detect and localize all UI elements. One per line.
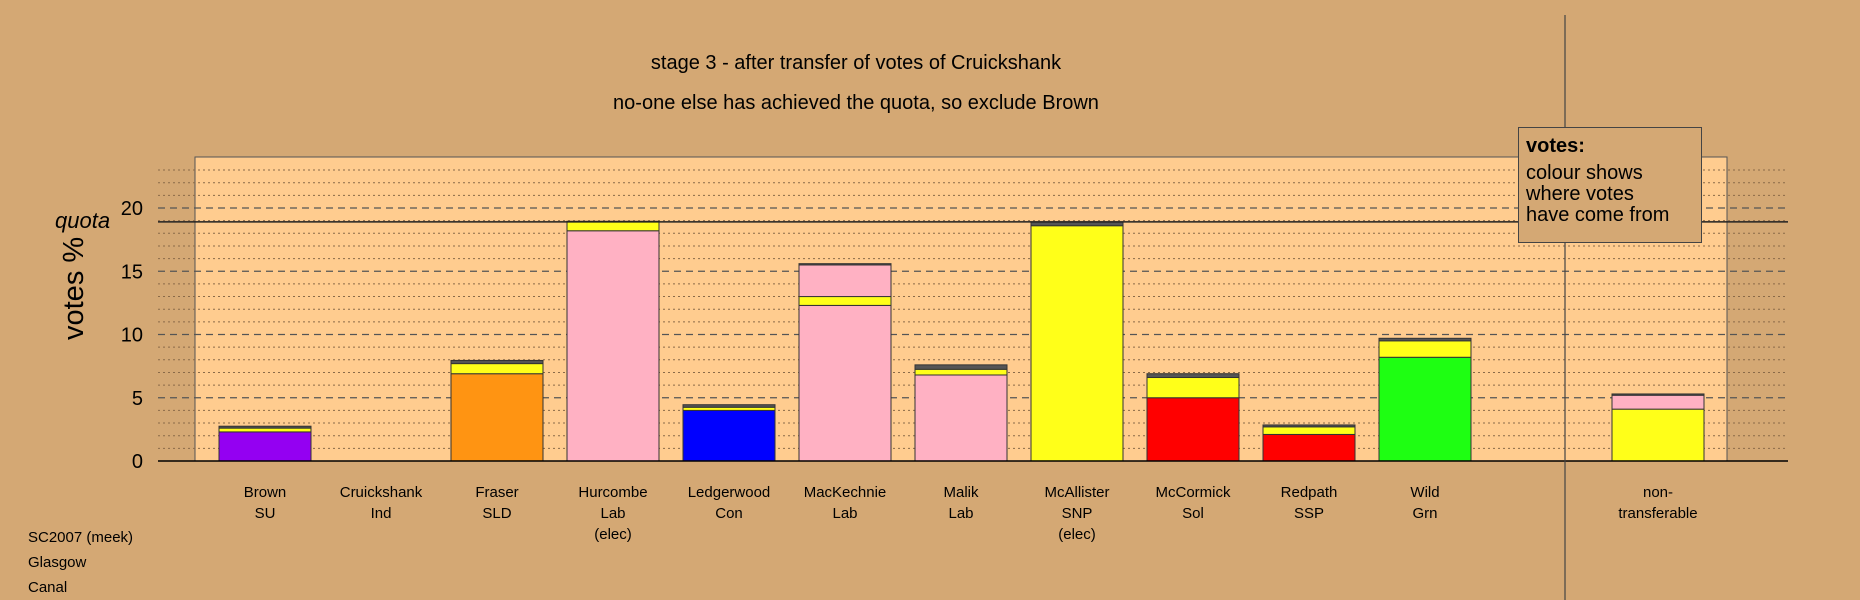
x-tick-label: McAllister — [1044, 484, 1109, 501]
x-tick-label: Ledgerwood — [688, 484, 771, 501]
y-tick-label: 15 — [121, 261, 143, 283]
bar-segment — [1146, 373, 1240, 379]
bar-segment — [566, 220, 660, 232]
bar-segment — [450, 359, 544, 365]
bar-segment — [1146, 377, 1240, 399]
x-tick-label: SSP — [1294, 505, 1324, 522]
bar-segment — [914, 368, 1008, 376]
x-tick-label: Malik — [943, 484, 979, 501]
bar-segment — [1378, 337, 1472, 342]
footer-line: Glasgow — [28, 554, 87, 571]
x-tick-label: SU — [255, 505, 276, 522]
bar-segment — [914, 364, 1008, 370]
y-tick-label: 5 — [132, 388, 143, 410]
legend-line: where votes — [1526, 183, 1634, 205]
bar-segment — [1262, 426, 1356, 435]
bar-segment — [1611, 394, 1705, 410]
x-tick-label: Hurcombe — [578, 484, 647, 501]
legend-line: have come from — [1526, 204, 1670, 226]
bar-segment — [1611, 408, 1705, 462]
legend-heading: votes: — [1526, 135, 1585, 157]
bar-segment — [798, 304, 892, 462]
x-tick-label: Ind — [371, 505, 392, 522]
x-tick-label: (elec) — [1058, 526, 1096, 543]
x-tick-label: Wild — [1410, 484, 1439, 501]
bar-segment — [218, 431, 312, 462]
x-tick-label: transferable — [1618, 505, 1697, 522]
x-tick-label: Lab — [948, 505, 973, 522]
quota-label: quota — [55, 208, 111, 233]
y-tick-label: 20 — [121, 198, 143, 220]
legend-line: colour shows — [1526, 162, 1643, 184]
x-tick-label: Brown — [244, 484, 287, 501]
bar-segment — [682, 404, 776, 408]
bar-segment — [798, 296, 892, 306]
x-tick-label: Fraser — [475, 484, 518, 501]
bar-segment — [1146, 397, 1240, 462]
x-tick-label: SNP — [1062, 505, 1093, 522]
chart-title: stage 3 - after transfer of votes of Cru… — [650, 52, 1062, 74]
bar-segment — [1378, 356, 1472, 462]
x-tick-label: (elec) — [594, 526, 632, 543]
bar-segment — [1611, 393, 1705, 396]
x-tick-label: non- — [1643, 484, 1673, 501]
bar-segment — [218, 427, 312, 433]
bar-segment — [1262, 424, 1356, 428]
x-tick-label: Grn — [1412, 505, 1437, 522]
bar-segment — [682, 409, 776, 462]
footer-line: Canal — [28, 579, 68, 596]
x-tick-label: Lab — [832, 505, 857, 522]
x-tick-label: Lab — [600, 505, 625, 522]
bar-segment — [914, 374, 1008, 462]
footer-line: SC2007 (meek) — [28, 529, 134, 546]
y-axis-label: votes % — [58, 236, 90, 340]
y-tick-label: 0 — [132, 451, 143, 473]
y-tick-label: 10 — [121, 325, 143, 347]
bar-segment — [798, 264, 892, 298]
chart-subtitle: no-one else has achieved the quota, so e… — [613, 92, 1099, 114]
bar-segment — [218, 425, 312, 429]
bar-segment — [1030, 225, 1124, 462]
bar-segment — [1378, 340, 1472, 358]
x-tick-label: Cruickshank — [340, 484, 423, 501]
bar-segment — [450, 373, 544, 462]
x-tick-label: Redpath — [1281, 484, 1338, 501]
legend-box: votes: colour shows where votes have com… — [1518, 127, 1702, 243]
x-tick-label: MacKechnie — [804, 484, 887, 501]
x-tick-label: Con — [715, 505, 743, 522]
x-tick-label: SLD — [482, 505, 511, 522]
bar-segment — [566, 230, 660, 462]
bar-segment — [450, 363, 544, 375]
bar-segment — [798, 263, 892, 266]
bar-segment — [1262, 433, 1356, 462]
x-tick-label: McCormick — [1156, 484, 1231, 501]
x-tick-label: Sol — [1182, 505, 1204, 522]
